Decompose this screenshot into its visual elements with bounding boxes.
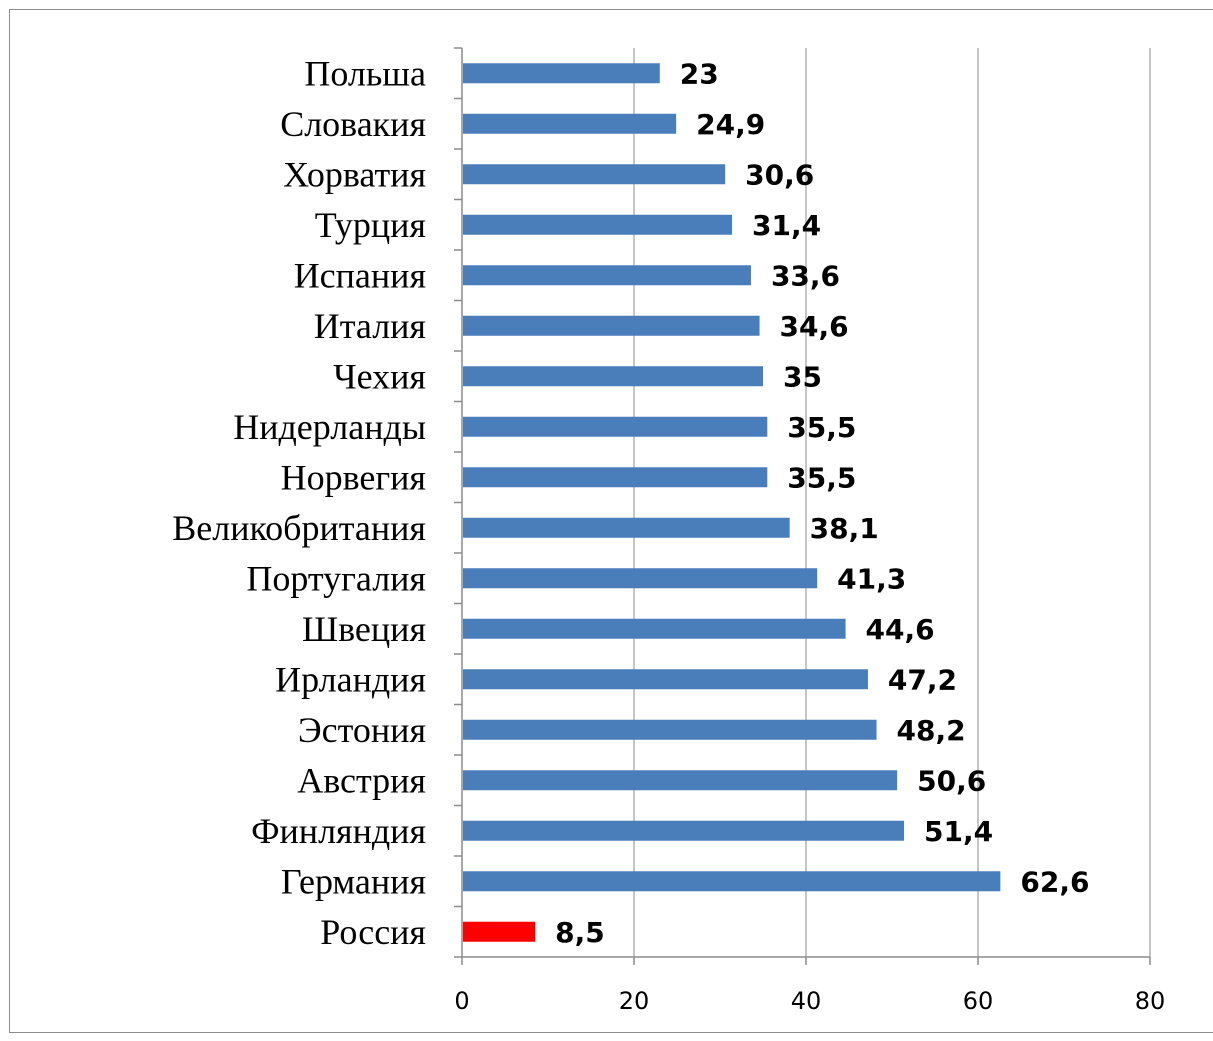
category-label: Эстония — [298, 710, 426, 750]
value-label: 44,6 — [866, 613, 935, 646]
category-label: Словакия — [280, 104, 426, 144]
x-tick-label: 40 — [791, 987, 822, 1015]
bar — [463, 871, 1001, 892]
category-label: Польша — [304, 53, 426, 93]
value-label: 35 — [783, 360, 822, 393]
x-tick-label: 0 — [454, 987, 469, 1015]
category-label: Россия — [320, 912, 426, 952]
bar — [463, 921, 536, 942]
category-label: Чехия — [333, 356, 426, 396]
x-tick-label: 20 — [619, 987, 650, 1015]
value-label: 35,5 — [787, 461, 856, 494]
value-label: 62,6 — [1020, 865, 1089, 898]
bar — [463, 113, 677, 134]
bar — [463, 618, 846, 639]
bar — [463, 63, 660, 84]
bar — [463, 820, 905, 841]
value-labels: 23 24,9 30,6 31,4 33,6 34,6 35 35,5 35,5 38,1 41,3… — [555, 57, 1089, 949]
bar — [463, 164, 726, 185]
category-label: Норвегия — [281, 457, 426, 497]
value-label: 23 — [680, 57, 719, 90]
category-label: Великобритания — [172, 508, 426, 548]
bar — [463, 265, 751, 286]
bar — [463, 315, 760, 336]
bar — [463, 719, 877, 740]
value-label: 35,5 — [787, 411, 856, 444]
value-label: 34,6 — [780, 310, 849, 343]
category-label: Финляндия — [251, 811, 426, 851]
category-label: Португалия — [246, 558, 426, 598]
bar — [463, 770, 898, 791]
category-label: Германия — [281, 861, 426, 901]
category-label: Испания — [294, 255, 426, 295]
category-label: Ирландия — [275, 659, 426, 699]
bar — [463, 467, 768, 488]
bar — [463, 517, 790, 538]
value-label: 48,2 — [897, 714, 966, 747]
value-label: 51,4 — [924, 815, 993, 848]
x-tick-label: 60 — [963, 987, 994, 1015]
value-label: 47,2 — [888, 663, 957, 696]
x-tick-label: 80 — [1135, 987, 1166, 1015]
bar — [463, 366, 763, 387]
bar — [463, 416, 768, 437]
category-label: Турция — [315, 205, 426, 245]
category-label: Италия — [314, 306, 426, 346]
category-label: Швеция — [302, 609, 426, 649]
category-label: Нидерланды — [233, 407, 426, 447]
x-tick-labels: 0 20 40 60 80 — [454, 987, 1165, 1015]
value-label: 31,4 — [752, 209, 821, 242]
axes — [454, 47, 1151, 965]
gridlines — [633, 48, 1151, 957]
bar — [463, 568, 818, 589]
value-label: 24,9 — [696, 108, 765, 141]
bars — [463, 63, 1001, 942]
value-label: 38,1 — [810, 512, 879, 545]
value-label: 50,6 — [917, 764, 986, 797]
category-label: Австрия — [297, 760, 426, 800]
value-label: 41,3 — [837, 562, 906, 595]
bar — [463, 669, 868, 690]
bar — [463, 214, 733, 235]
category-labels: Польша Словакия Хорватия Турция Испания Итали… — [172, 53, 426, 952]
value-label: 8,5 — [555, 916, 605, 949]
value-label: 33,6 — [771, 259, 840, 292]
value-label: 30,6 — [745, 158, 814, 191]
category-label: Хорватия — [283, 154, 426, 194]
